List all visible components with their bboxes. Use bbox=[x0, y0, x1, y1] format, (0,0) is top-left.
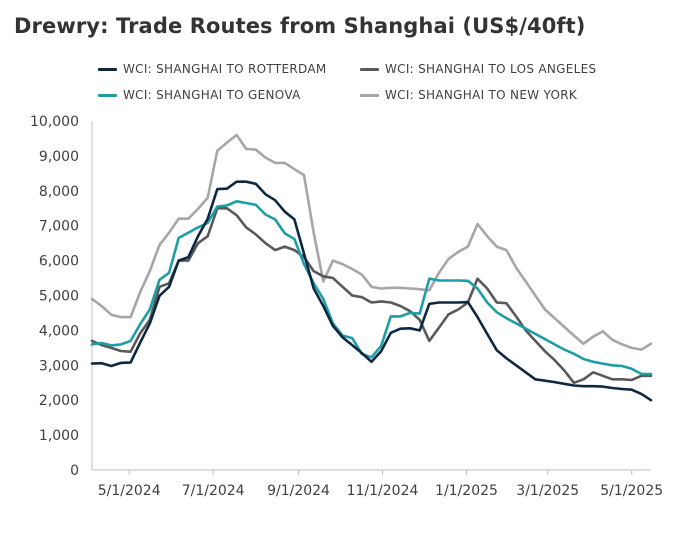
y-tick-label: 3,000 bbox=[39, 358, 79, 374]
x-tick-label: 9/1/2024 bbox=[267, 483, 330, 499]
y-tick-label: 9,000 bbox=[39, 149, 79, 165]
legend-item: WCI: SHANGHAI TO LOS ANGELES bbox=[360, 62, 596, 76]
legend-label: WCI: SHANGHAI TO NEW YORK bbox=[385, 88, 578, 102]
y-tick-label: 10,000 bbox=[30, 114, 79, 130]
legend-swatch bbox=[360, 67, 379, 71]
legend-item: WCI: SHANGHAI TO ROTTERDAM bbox=[98, 62, 327, 76]
legend-item: WCI: SHANGHAI TO NEW YORK bbox=[360, 88, 577, 102]
y-tick-label: 6,000 bbox=[39, 254, 79, 270]
x-tick-label: 5/1/2025 bbox=[600, 483, 663, 499]
series-line-4 bbox=[90, 133, 653, 351]
legend-item: WCI: SHANGHAI TO GENOVA bbox=[98, 88, 301, 102]
y-tick-label: 1,000 bbox=[39, 428, 79, 444]
x-tick-label: 1/1/2025 bbox=[435, 483, 498, 499]
x-tick-label: 5/1/2024 bbox=[98, 483, 161, 499]
y-tick-label: 7,000 bbox=[39, 219, 79, 235]
y-tick-label: 4,000 bbox=[39, 323, 79, 339]
legend-label: WCI: SHANGHAI TO LOS ANGELES bbox=[385, 62, 597, 76]
legend-swatch bbox=[98, 67, 117, 71]
x-tick-label: 11/1/2024 bbox=[347, 483, 419, 499]
y-tick-label: 2,000 bbox=[39, 393, 79, 409]
series-line-2 bbox=[90, 207, 653, 385]
series-line-1 bbox=[90, 180, 653, 402]
legend-label: WCI: SHANGHAI TO ROTTERDAM bbox=[123, 62, 327, 76]
y-tick-label: 5,000 bbox=[39, 289, 79, 305]
series-line-3 bbox=[90, 200, 653, 376]
y-tick-label: 0 bbox=[70, 463, 79, 479]
x-tick-label: 7/1/2024 bbox=[182, 483, 245, 499]
x-tick-label: 3/1/2025 bbox=[516, 483, 579, 499]
legend-swatch bbox=[360, 93, 379, 97]
y-tick-label: 8,000 bbox=[39, 184, 79, 200]
legend-swatch bbox=[98, 93, 117, 97]
legend-label: WCI: SHANGHAI TO GENOVA bbox=[123, 88, 301, 102]
chart-title: Drewry: Trade Routes from Shanghai (US$/… bbox=[14, 14, 586, 38]
